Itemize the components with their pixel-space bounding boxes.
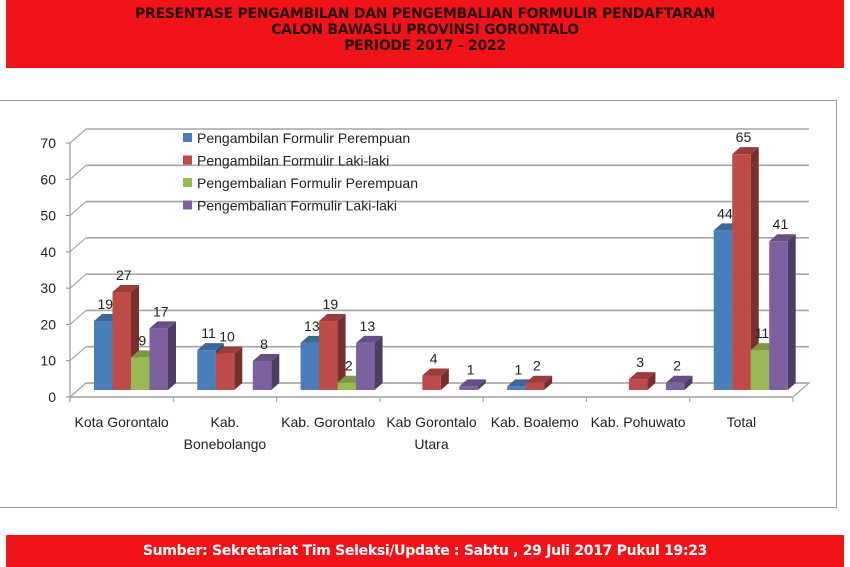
bar [422,368,449,390]
y-tick-label: 60 [40,171,56,187]
title-line-2: CALON BAWASLU PROVINSI GORONTALO [271,22,579,38]
bar-value-label: 9 [138,332,146,348]
source-text: Sumber: Sekretariat Tim Seleksi/Update :… [142,543,708,559]
bar-value-label: 11 [201,325,216,341]
bar-value-label: 8 [260,336,268,352]
bar-value-label: 13 [304,318,320,334]
chart-grid [68,128,811,398]
bar-value-label: 17 [153,303,169,319]
legend-swatch-icon [183,200,192,210]
legend-label: Pengambilan Formulir Perempuan [197,130,410,146]
bar-value-label: 1 [514,361,522,377]
bar [252,353,280,390]
bar-value-label: 1 [467,361,475,377]
bar-value-label: 4 [430,350,438,366]
legend-swatch-icon [183,133,192,142]
bar [149,321,176,390]
bar-value-label: 2 [345,358,353,374]
bar [732,147,759,390]
y-tick-label: 50 [40,208,56,224]
bar [769,234,796,390]
category-label: Total [727,414,757,430]
category-label: Kota Gorontalo [75,414,169,430]
bar-value-label: 27 [116,267,132,283]
legend-label: Pengambilan Formulir Laki-laki [197,153,389,169]
legend-item: Pengembalian Formulir Perempuan [183,175,418,191]
y-tick-label: 10 [40,353,56,369]
category-label: Kab. [211,414,240,430]
chart-axes: 0 10 20 30 40 50 60 70 Kota Gorontalo Kab. Bonebol… [40,135,794,452]
category-label: Kab. Gorontalo [281,414,375,430]
bar [215,346,243,390]
category-label: Kab. Boalemo [491,414,579,430]
category-label: Bonebolango [184,436,267,452]
legend-swatch-icon [183,178,192,187]
bar-value-label: 65 [736,129,752,145]
chart-bars [94,147,796,390]
bar [356,335,383,390]
chart-legend: Pengambilan Formulir Perempuan Pengambila… [183,130,418,214]
bar [665,375,693,390]
source-footer: Sumber: Sekretariat Tim Seleksi/Update :… [6,535,844,567]
bar-value-label: 41 [773,216,789,232]
y-tick-label: 0 [48,389,56,405]
category-label: Kab Gorontalo [386,414,476,430]
bar [459,379,486,390]
category-label: Kab. Pohuwato [591,414,686,430]
bar-value-label: 11 [755,325,770,341]
legend-swatch-icon [183,155,192,165]
chart-area [0,100,837,508]
legend-item: Pengembalian Formulir Laki-laki [183,198,397,214]
bar [319,314,346,390]
y-tick-label: 40 [40,244,56,260]
legend-item: Pengambilan Formulir Laki-laki [183,153,389,169]
legend-label: Pengembalian Formulir Laki-laki [197,198,397,214]
title-line-1: PRESENTASE PENGAMBILAN DAN PENGEMBALIAN … [135,6,715,22]
y-tick-label: 70 [40,135,56,151]
bar [525,375,553,390]
bar-value-label: 19 [97,296,113,312]
bar-value-label: 44 [717,205,733,221]
bar-value-label: 2 [673,358,681,374]
bar-value-label: 13 [360,318,376,334]
y-tick-label: 20 [40,316,56,332]
bar-value-label: 19 [323,296,339,312]
bar-value-label: 3 [636,354,644,370]
bar-value-label: 10 [219,329,235,345]
legend-label: Pengembalian Formulir Perempuan [197,175,418,191]
bar-value-label: 2 [533,358,541,374]
title-line-3: PERIODE 2017 - 2022 [344,38,506,54]
bar [628,372,656,390]
chart-title-banner: PRESENTASE PENGAMBILAN DAN PENGEMBALIAN … [6,0,844,68]
legend-item: Pengambilan Formulir Perempuan [183,130,410,146]
y-tick-label: 30 [40,280,56,296]
category-label: Utara [414,436,448,452]
